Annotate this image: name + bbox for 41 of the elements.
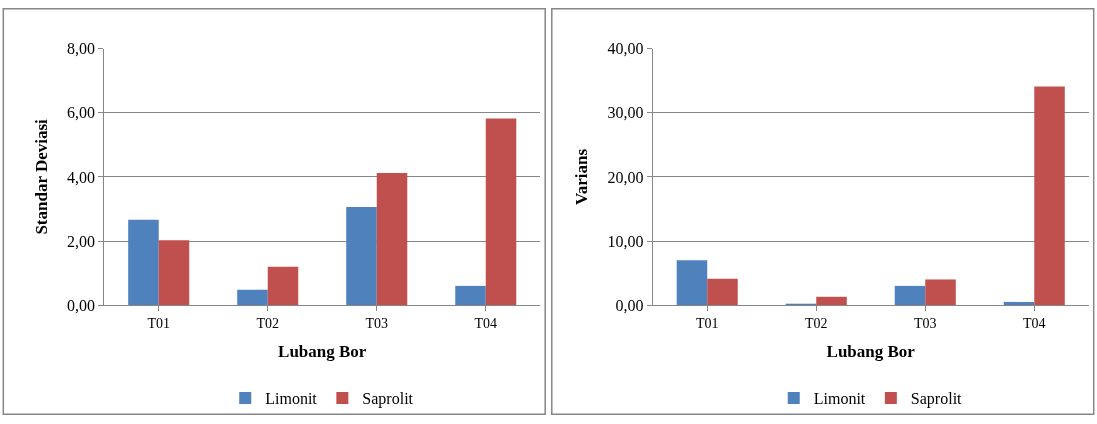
y-axis-title: Varians bbox=[572, 148, 592, 205]
bar bbox=[376, 173, 408, 306]
x-axis-title: Lubang Bor bbox=[278, 342, 367, 362]
y-tick-label: 40,00 bbox=[607, 40, 644, 58]
legend-label: Limonit bbox=[813, 390, 866, 408]
bar bbox=[1003, 301, 1035, 306]
y-tick-label: 6,00 bbox=[67, 104, 96, 122]
bar bbox=[1034, 86, 1065, 306]
y-tick-label: 0,00 bbox=[615, 296, 644, 314]
y-tick-label: 8,00 bbox=[67, 40, 96, 58]
x-tick-label: T01 bbox=[695, 315, 719, 331]
bar bbox=[158, 240, 190, 306]
bar bbox=[676, 260, 708, 306]
y-tick-label: 10,00 bbox=[607, 232, 644, 250]
bar bbox=[267, 266, 299, 306]
x-tick-label: T02 bbox=[256, 315, 280, 331]
bar bbox=[925, 279, 956, 306]
legend-label: Saprolit bbox=[362, 390, 414, 409]
bar bbox=[707, 278, 738, 306]
x-tick-label: T01 bbox=[147, 315, 171, 331]
bar bbox=[485, 118, 517, 306]
y-axis-title: Standar Deviasi bbox=[31, 118, 51, 235]
y-tick-label: 0,00 bbox=[67, 296, 96, 314]
x-tick-label: T03 bbox=[365, 315, 389, 331]
x-axis-title: Lubang Bor bbox=[826, 342, 916, 362]
y-tick-label: 20,00 bbox=[607, 168, 644, 186]
bar bbox=[237, 289, 268, 306]
x-tick-label: T04 bbox=[1022, 315, 1046, 331]
y-tick-label: 4,00 bbox=[67, 168, 96, 186]
x-tick-label: T04 bbox=[474, 315, 498, 331]
bar bbox=[894, 285, 926, 306]
bar bbox=[346, 207, 377, 306]
y-tick-label: 2,00 bbox=[67, 232, 96, 250]
bar bbox=[816, 296, 847, 306]
y-tick-label: 30,00 bbox=[607, 104, 644, 122]
bar bbox=[128, 219, 159, 306]
x-tick-label: T03 bbox=[913, 315, 937, 331]
x-tick-label: T02 bbox=[804, 315, 828, 331]
bar bbox=[455, 285, 486, 306]
legend-label: Limonit bbox=[265, 390, 318, 408]
legend-label: Saprolit bbox=[910, 390, 963, 409]
